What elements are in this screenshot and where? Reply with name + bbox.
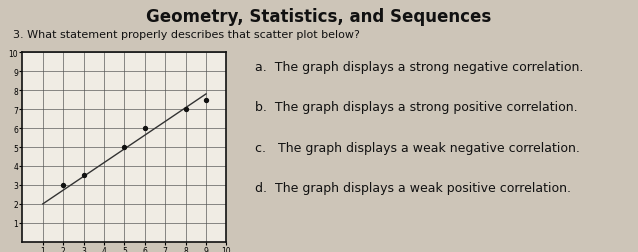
Text: d.  The graph displays a weak positive correlation.: d. The graph displays a weak positive co…: [255, 181, 571, 194]
Point: [58, 183, 68, 187]
Text: 3. What statement properly describes that scatter plot below?: 3. What statement properly describes tha…: [13, 30, 360, 40]
Point: [181, 108, 191, 112]
Point: [78, 174, 89, 178]
Text: a.  The graph displays a strong negative correlation.: a. The graph displays a strong negative …: [255, 60, 584, 73]
Point: [140, 127, 150, 131]
Point: [119, 145, 130, 149]
Point: [201, 98, 211, 102]
Text: b.  The graph displays a strong positive correlation.: b. The graph displays a strong positive …: [255, 101, 578, 114]
Text: c.   The graph displays a weak negative correlation.: c. The graph displays a weak negative co…: [255, 141, 580, 154]
Text: Geometry, Statistics, and Sequences: Geometry, Statistics, and Sequences: [146, 8, 492, 25]
